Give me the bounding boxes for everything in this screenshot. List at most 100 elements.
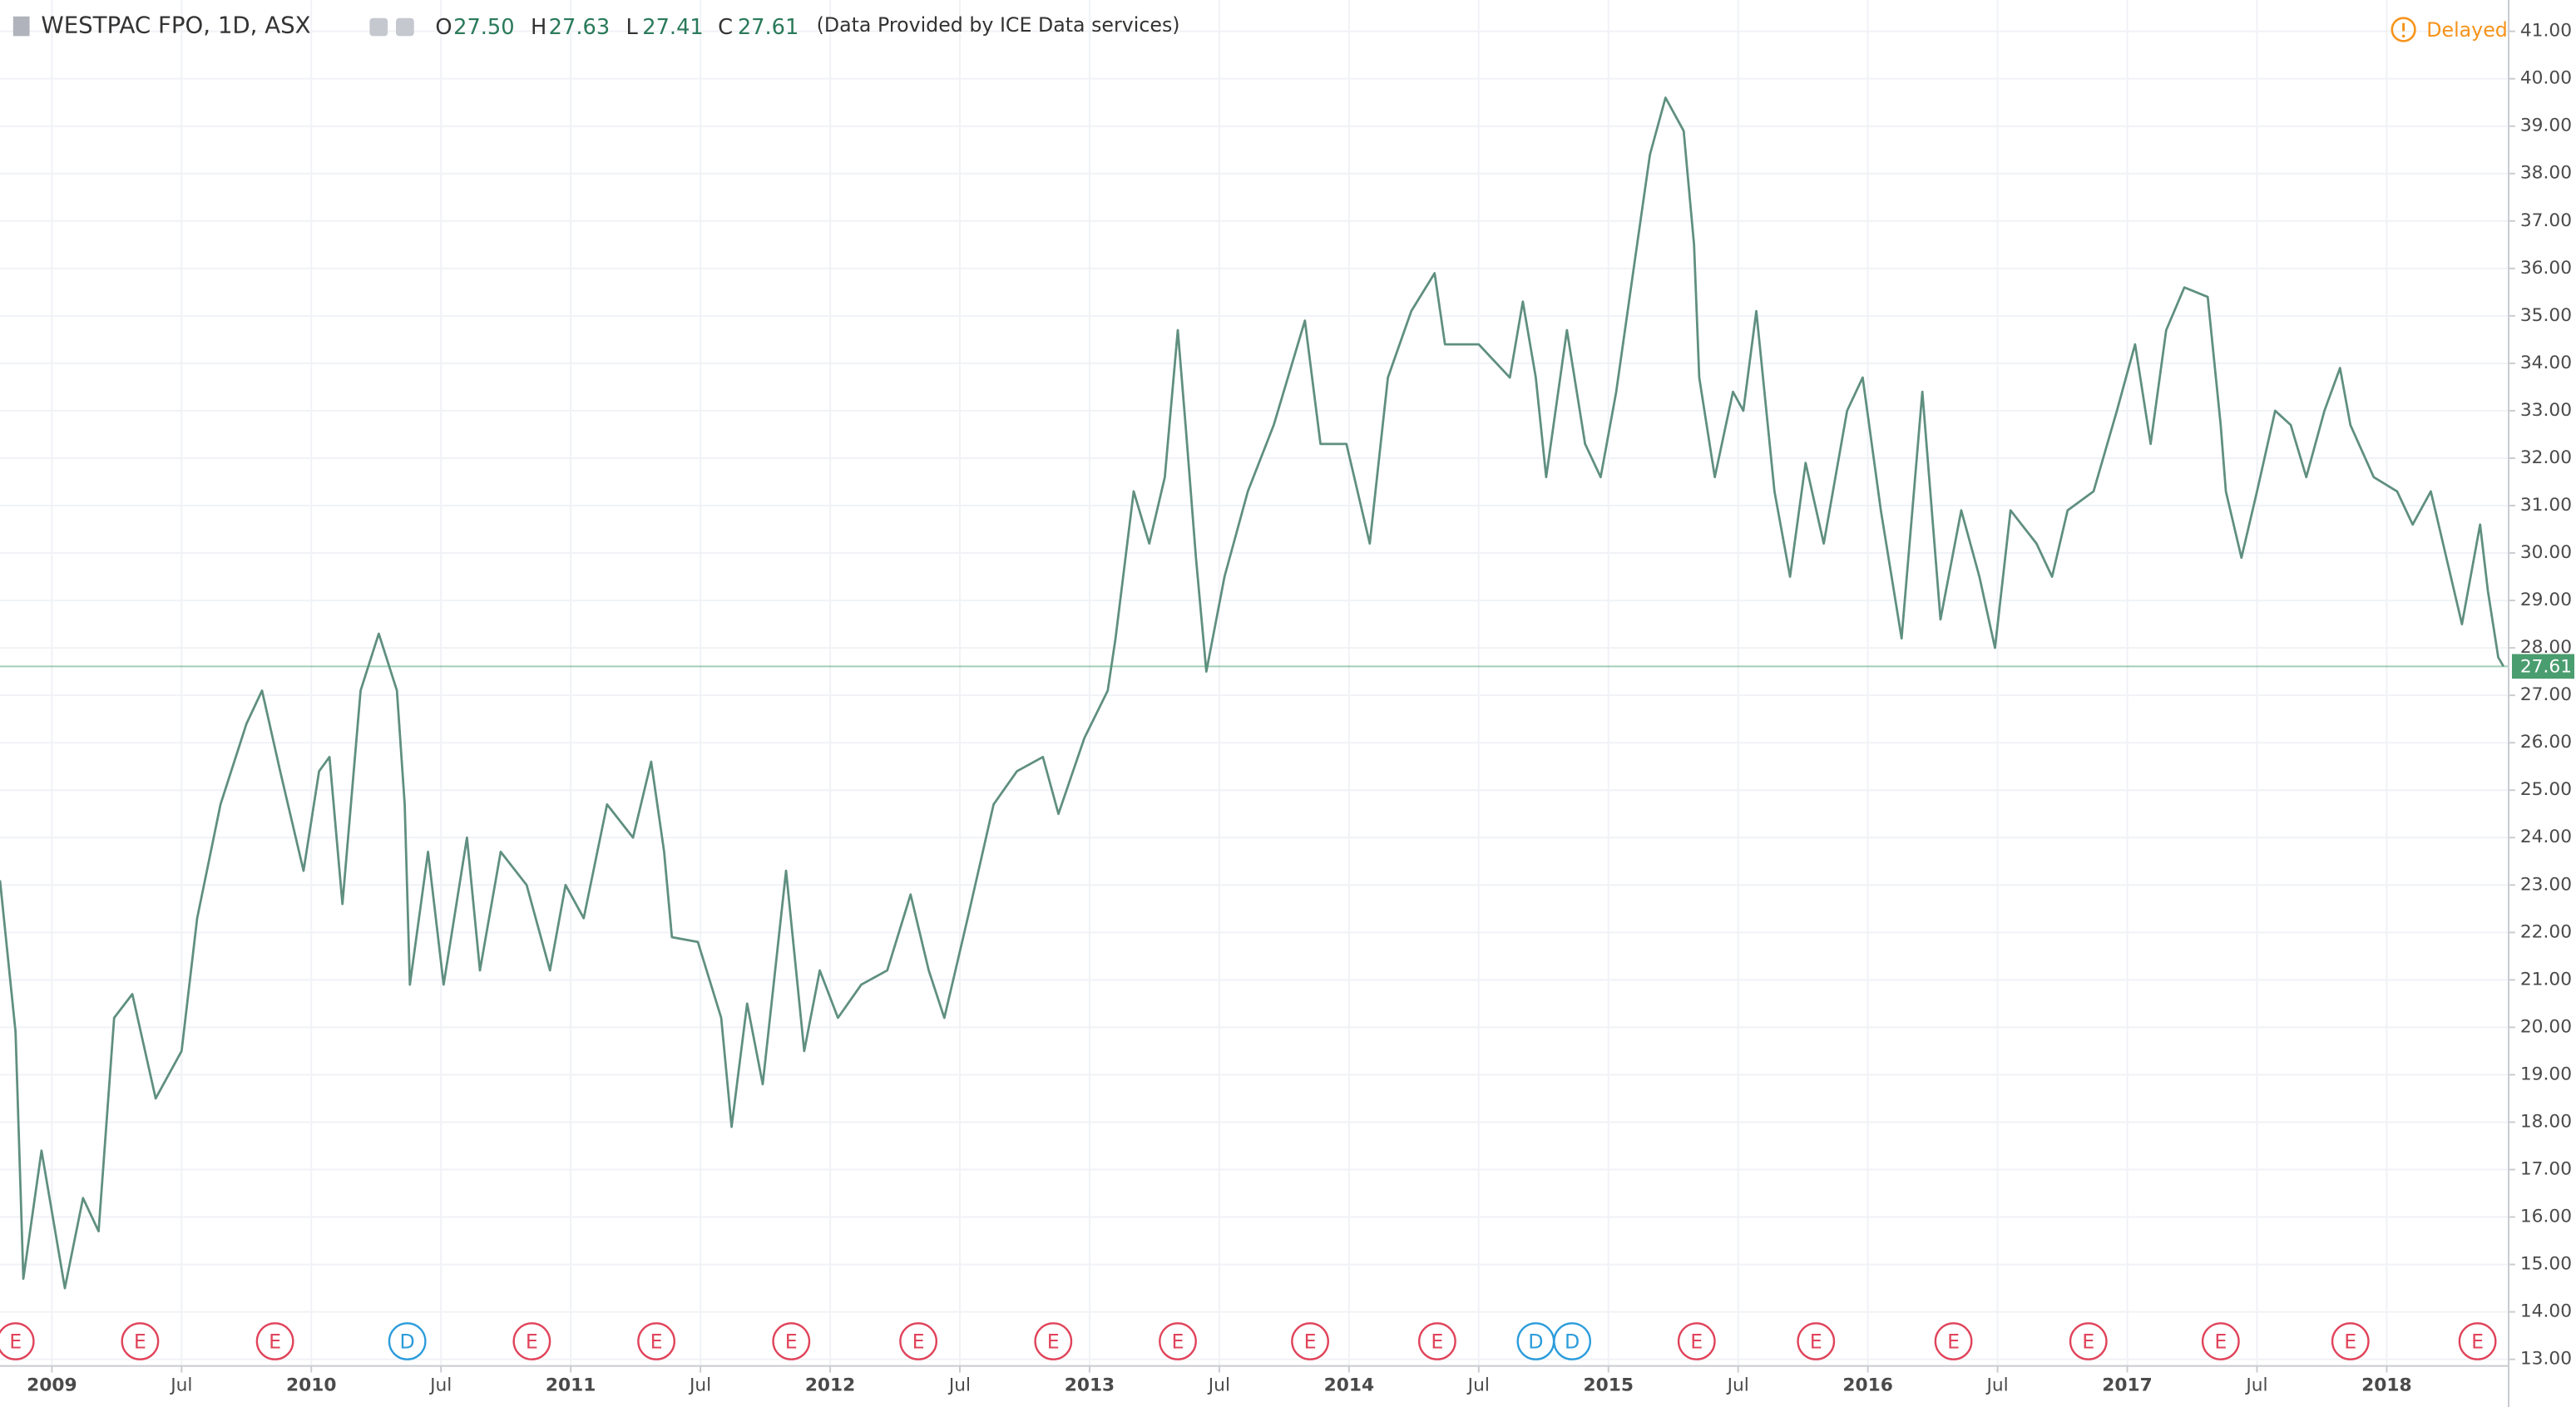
event-label: D <box>400 1330 415 1354</box>
y-tick-label: 34.00 <box>2520 353 2572 373</box>
event-label: E <box>1690 1330 1703 1354</box>
event-marker <box>2069 1322 2108 1360</box>
y-tick-label: 21.00 <box>2520 969 2572 990</box>
event-label: E <box>9 1330 22 1354</box>
event-label: E <box>269 1330 281 1354</box>
symbol-icon <box>12 16 30 37</box>
delayed-badge[interactable]: Delayed <box>2391 17 2508 42</box>
x-tick-label: Jul <box>1985 1375 2008 1395</box>
x-tick-label: 2018 <box>2361 1375 2411 1395</box>
eye-icon[interactable] <box>369 17 388 37</box>
event-marker <box>512 1322 551 1360</box>
event-marker <box>2201 1322 2240 1360</box>
event-marker <box>1553 1322 1591 1360</box>
status: Delayed <box>2426 18 2508 42</box>
open-value: 27.50 <box>453 15 514 40</box>
event-label: E <box>785 1330 798 1354</box>
y-tick-label: 32.00 <box>2520 447 2572 468</box>
close-label: C <box>718 15 733 40</box>
settings-icon[interactable] <box>396 17 414 37</box>
event-label: E <box>1431 1330 1443 1354</box>
event-label: E <box>526 1330 538 1354</box>
x-tick-label: 2011 <box>546 1375 596 1395</box>
x-tick-label: Jul <box>947 1375 971 1395</box>
y-tick-label: 41.00 <box>2520 21 2572 42</box>
event-label: D <box>1565 1330 1580 1354</box>
y-tick-label: 36.00 <box>2520 258 2572 279</box>
event-marker <box>1417 1322 1456 1360</box>
last-price-box <box>2511 654 2575 679</box>
legend-header: WESTPAC FPO, 1D, ASX O 27.50 H 27.63 L 2… <box>12 12 1180 40</box>
event-label: E <box>2082 1330 2094 1354</box>
x-tick-label: Jul <box>169 1375 192 1395</box>
y-tick-label: 16.00 <box>2520 1207 2572 1227</box>
open-label: O <box>435 15 452 40</box>
y-tick-label: 18.00 <box>2520 1111 2572 1132</box>
y-tick-label: 19.00 <box>2520 1064 2572 1084</box>
y-tick-label: 22.00 <box>2520 921 2572 942</box>
last-price-label: 27.61 <box>2520 656 2572 677</box>
event-marker <box>388 1322 427 1360</box>
y-tick-label: 15.00 <box>2520 1254 2572 1275</box>
event-marker <box>1677 1322 1716 1360</box>
event-label: E <box>1172 1330 1184 1354</box>
event-marker <box>1797 1322 1836 1360</box>
data-source: (Data Provided by ICE Data services) <box>817 13 1180 37</box>
y-tick-label: 23.00 <box>2520 874 2572 895</box>
y-tick-label: 29.00 <box>2520 590 2572 610</box>
x-tick-label: 2013 <box>1065 1375 1115 1395</box>
event-label: E <box>1047 1330 1060 1354</box>
y-tick-label: 14.00 <box>2520 1301 2572 1322</box>
x-tick-label: 2012 <box>805 1375 855 1395</box>
x-tick-label: Jul <box>688 1375 711 1395</box>
event-marker <box>0 1322 35 1360</box>
event-label: E <box>912 1330 925 1354</box>
x-tick-label: 2010 <box>286 1375 336 1395</box>
y-tick-label: 40.00 <box>2520 68 2572 89</box>
event-label: E <box>1947 1330 1960 1354</box>
x-tick-label: Jul <box>1466 1375 1490 1395</box>
event-label: E <box>134 1330 146 1354</box>
y-tick-label: 25.00 <box>2520 779 2572 800</box>
x-tick-label: Jul <box>2244 1375 2267 1395</box>
x-tick-label: Jul <box>1207 1375 1230 1395</box>
event-label: E <box>650 1330 663 1354</box>
event-marker <box>255 1322 294 1360</box>
y-tick-label: 17.00 <box>2520 1159 2572 1180</box>
x-tick-label: 2014 <box>1324 1375 1374 1395</box>
warning-icon <box>2391 17 2416 42</box>
y-tick-label: 26.00 <box>2520 732 2572 753</box>
y-tick-label: 24.00 <box>2520 827 2572 847</box>
grid <box>0 0 2509 1366</box>
event-label: E <box>2214 1330 2227 1354</box>
event-marker <box>2331 1322 2370 1360</box>
event-marker <box>772 1322 811 1360</box>
y-tick-label: 30.00 <box>2520 542 2572 563</box>
y-tick-label: 35.00 <box>2520 305 2572 326</box>
y-tick-label: 20.00 <box>2520 1016 2572 1037</box>
x-tick-label: 2017 <box>2102 1375 2152 1395</box>
y-tick-label: 38.00 <box>2520 163 2572 184</box>
high-label: H <box>531 15 546 40</box>
warning-icon-dot <box>2401 34 2405 38</box>
high-value: 27.63 <box>549 15 610 40</box>
x-tick-label: Jul <box>1726 1375 1749 1395</box>
symbol: WESTPAC FPO, 1D, ASX <box>41 12 310 39</box>
event-label: E <box>1304 1330 1317 1354</box>
x-tick-label: 2016 <box>1842 1375 1892 1395</box>
close-value: 27.61 <box>738 15 799 40</box>
event-marker <box>121 1322 160 1360</box>
event-marker <box>899 1322 938 1360</box>
y-tick-label: 27.00 <box>2520 684 2572 705</box>
y-tick-label: 39.00 <box>2520 116 2572 136</box>
low-value: 27.41 <box>642 15 703 40</box>
event-marker <box>1034 1322 1073 1360</box>
y-tick-label: 37.00 <box>2520 210 2572 231</box>
event-marker <box>637 1322 676 1360</box>
x-tick-label: Jul <box>428 1375 452 1395</box>
event-label: E <box>1810 1330 1822 1354</box>
event-marker <box>2458 1322 2497 1360</box>
x-tick-label: 2015 <box>1584 1375 1634 1395</box>
